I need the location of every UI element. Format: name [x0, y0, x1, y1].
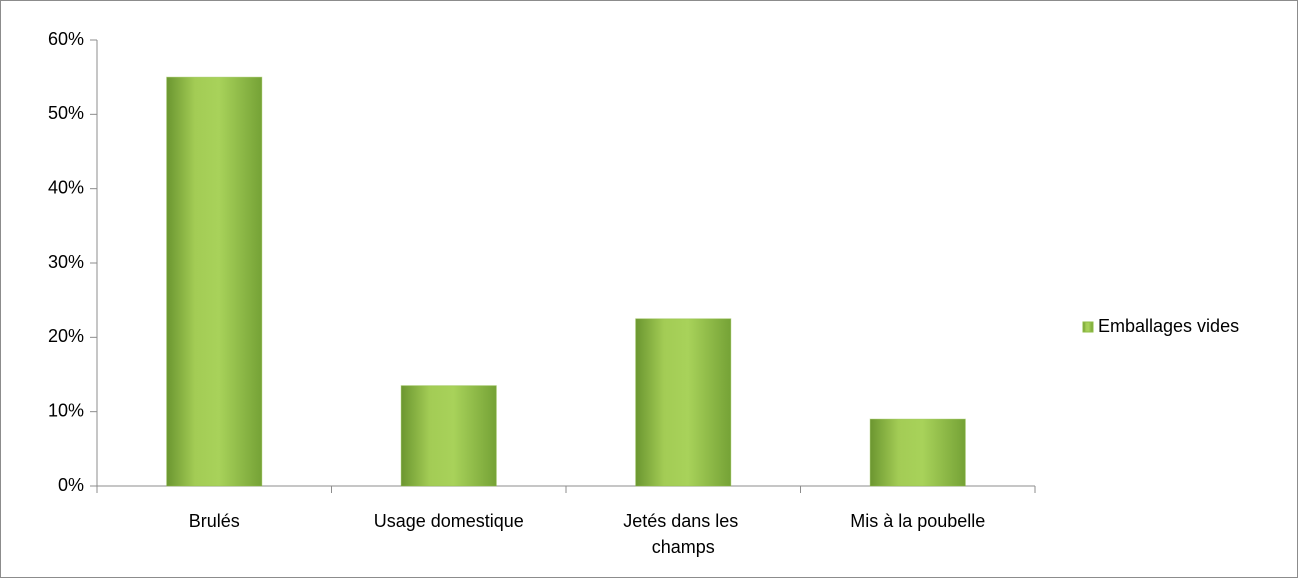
x-tick-label: Mis à la poubelle [850, 511, 985, 531]
bar [400, 385, 497, 487]
y-tick-label: 60% [48, 29, 84, 49]
x-tick-label: Jetés dans les champs [623, 511, 743, 557]
y-tick-label: 10% [48, 400, 84, 420]
y-tick-label: 30% [48, 252, 84, 272]
x-tick-label: Brulés [189, 511, 240, 531]
bar [635, 318, 732, 487]
y-tick-label: 40% [48, 177, 84, 197]
x-tick-label: Usage domestique [374, 511, 524, 531]
y-tick-label: 50% [48, 103, 84, 123]
bar [869, 418, 966, 487]
legend-swatch [1082, 321, 1094, 333]
legend-label: Emballages vides [1098, 316, 1239, 336]
y-tick-label: 0% [58, 475, 84, 495]
y-tick-label: 20% [48, 326, 84, 346]
bar [166, 76, 263, 487]
